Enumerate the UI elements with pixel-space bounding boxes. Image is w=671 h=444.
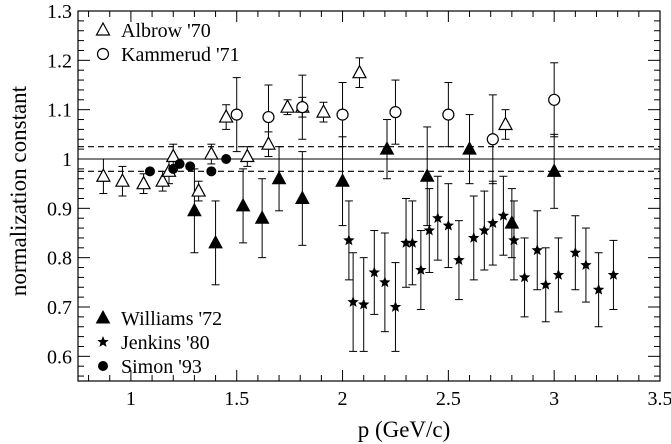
data-point-star-marker — [343, 234, 355, 246]
data-point-triangle-open-marker — [280, 98, 296, 113]
data-point-circle-filled-marker — [206, 166, 217, 177]
legend-label: Kammerud '71 — [121, 44, 240, 66]
x-tick-label: 3 — [549, 388, 559, 410]
plot-frame — [77, 10, 661, 382]
data-point-circle-open-marker — [262, 110, 275, 124]
data-point-star-marker — [518, 271, 531, 283]
data-point-star-marker — [358, 298, 370, 310]
legend-star-marker — [97, 336, 109, 347]
data-point-star-marker — [415, 264, 427, 275]
data-point-star-marker — [497, 209, 510, 221]
legend-circle-filled-marker — [98, 361, 108, 371]
y-tick-label: 0.8 — [47, 248, 72, 270]
data-point-star-marker — [508, 234, 520, 246]
data-point-triangle-open-marker — [497, 116, 514, 131]
data-point-triangle-filled-marker — [208, 234, 223, 249]
data-point-circle-filled-marker — [185, 161, 196, 172]
data-point-triangle-filled-marker — [462, 141, 477, 155]
data-point-triangle-filled-marker — [379, 141, 395, 155]
data-point-triangle-filled-marker — [187, 202, 202, 217]
data-point-star-marker — [592, 283, 605, 295]
data-point-star-marker — [400, 236, 412, 248]
x-tick-label: 3.5 — [648, 388, 671, 410]
data-point-circle-filled-marker — [221, 154, 232, 164]
data-point-star-marker — [552, 268, 565, 280]
data-point-circle-filled-marker — [174, 158, 185, 169]
data-point-circle-open-marker — [230, 108, 243, 121]
plot-frame-layer — [77, 10, 661, 382]
data-point-circle-open-marker — [486, 133, 499, 146]
x-tick-label: 1 — [126, 388, 136, 410]
data-point-triangle-filled-marker — [504, 215, 520, 229]
data-point-star-marker — [580, 259, 592, 270]
data-point-triangle-open-marker — [155, 172, 171, 187]
data-point-triangle-open-marker — [315, 103, 332, 118]
data-point-triangle-filled-marker — [235, 197, 251, 212]
data-point-star-marker — [406, 236, 419, 248]
data-point-triangle-open-marker — [136, 175, 152, 190]
data-point-star-marker — [453, 254, 465, 265]
legend-label: Albrow '70 — [121, 20, 211, 42]
data-point-circle-open-marker — [442, 108, 455, 121]
legend-label: Jenkins '80 — [121, 332, 210, 354]
data-point-circle-open-marker — [296, 101, 309, 114]
axis-ticks: 1 1.5 2 2.5 3 3.5 0.6 0.7 0.8 0.9 1 1.1 1.2 1.3 — [47, 1, 671, 410]
legend-circle-open-marker — [96, 47, 110, 61]
legend-label: Simon '93 — [121, 356, 202, 378]
data-point-circle-filled-marker — [144, 166, 155, 177]
data-point-star-marker — [368, 266, 380, 278]
data-point-star-marker — [487, 217, 499, 228]
x-tick-label: 2.5 — [436, 388, 461, 410]
data-point-triangle-open-marker — [203, 145, 219, 160]
legend-label: Williams '72 — [121, 308, 222, 330]
data-point-star-marker — [540, 278, 552, 290]
data-point-star-marker — [478, 224, 491, 236]
data-point-triangle-filled-marker — [335, 173, 350, 187]
x-axis-label: p (GeV/c) — [358, 417, 451, 442]
data-point-star-marker — [569, 246, 582, 258]
data-point-triangle-open-marker — [191, 182, 207, 197]
y-tick-label: 1 — [62, 149, 72, 171]
y-tick-label: 0.9 — [47, 198, 72, 220]
data-point-circle-open-marker — [548, 93, 561, 106]
data-markers — [95, 64, 620, 312]
y-tick-label: 1.2 — [47, 50, 72, 72]
data-point-triangle-filled-marker — [254, 210, 270, 224]
legend-triangle-open-marker — [95, 21, 111, 36]
data-point-star-marker — [442, 219, 455, 231]
data-point-star-marker — [432, 212, 444, 224]
data-point-triangle-open-marker — [165, 148, 181, 163]
data-point-triangle-open-marker — [260, 135, 276, 150]
data-point-circle-open-marker — [389, 106, 402, 119]
data-point-triangle-filled-marker — [546, 163, 562, 177]
y-tick-label: 1.3 — [47, 1, 72, 23]
data-point-star-marker — [379, 276, 391, 288]
data-point-star-marker — [389, 301, 402, 312]
data-point-star-marker — [347, 296, 359, 307]
data-point-triangle-open-marker — [114, 172, 130, 187]
x-tick-label: 1.5 — [224, 388, 249, 410]
data-point-triangle-open-marker — [95, 168, 111, 182]
data-point-star-marker — [531, 244, 543, 256]
y-tick-label: 0.6 — [47, 346, 72, 368]
y-tick-label: 0.7 — [47, 297, 72, 319]
data-point-triangle-filled-marker — [271, 170, 287, 185]
data-point-circle-open-marker — [336, 108, 349, 121]
data-point-triangle-open-marker — [351, 64, 367, 79]
y-axis-label: normalization constant — [6, 85, 31, 296]
data-point-triangle-filled-marker — [294, 190, 310, 204]
x-tick-label: 2 — [338, 388, 348, 410]
legend-triangle-filled-marker — [95, 309, 111, 324]
data-point-triangle-filled-marker — [419, 168, 435, 182]
data-point-star-marker — [423, 224, 436, 236]
data-point-triangle-open-marker — [239, 148, 255, 163]
data-point-star-marker — [468, 231, 480, 243]
y-tick-label: 1.1 — [47, 100, 72, 122]
data-point-triangle-open-marker — [218, 108, 234, 123]
data-point-star-marker — [607, 268, 620, 280]
